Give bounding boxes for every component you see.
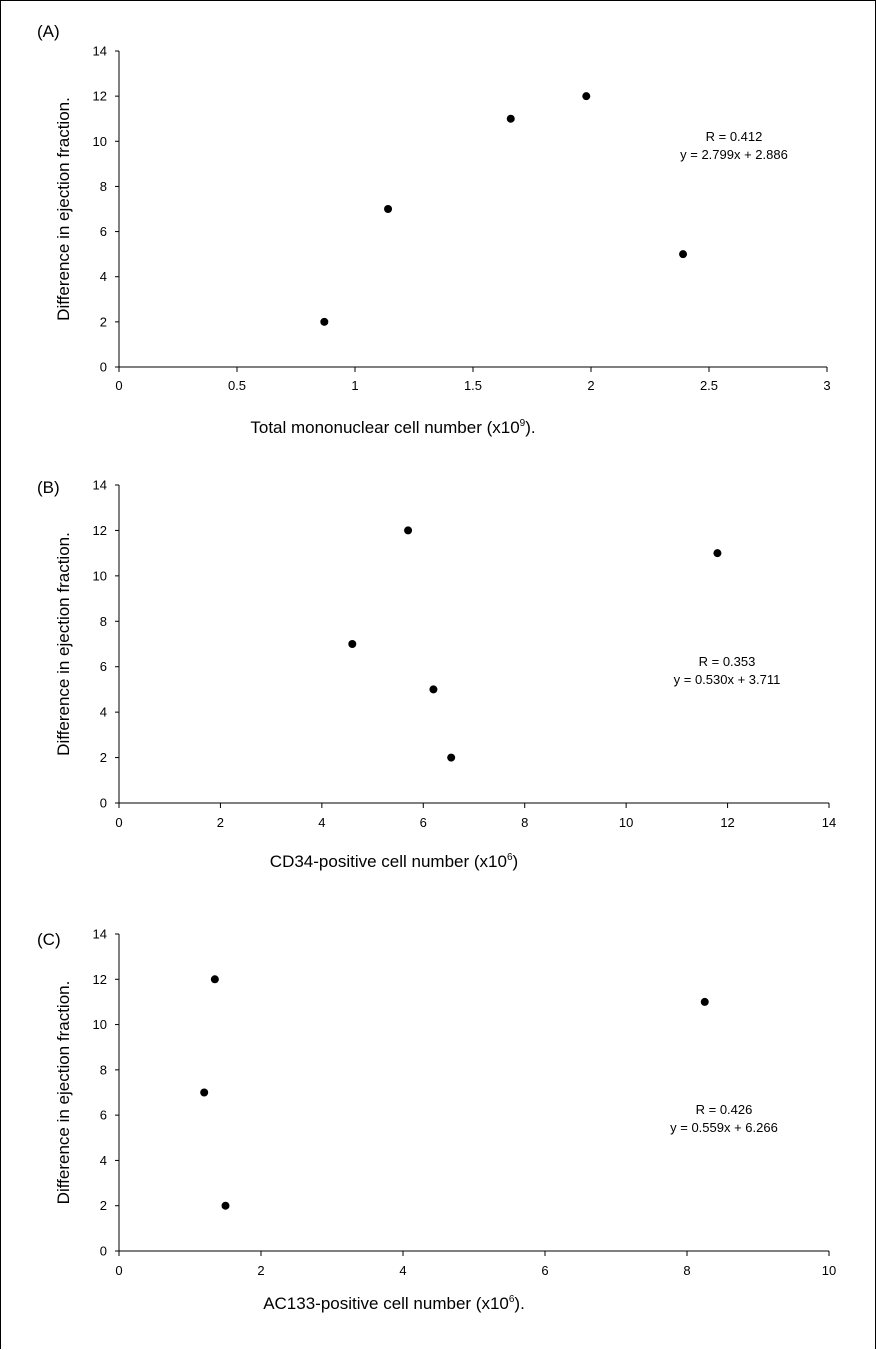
data-point [210, 975, 219, 984]
data-point [429, 685, 438, 694]
y-tick-label: 2 [100, 314, 107, 329]
y-axis-title: Difference in ejection fraction. [54, 97, 73, 321]
data-point [506, 114, 515, 123]
y-tick-label: 14 [93, 927, 107, 942]
y-tick-label: 8 [100, 1062, 107, 1077]
panel-a: (A) 0 2 4 6 8 10 12 14 0 0.5 1 1.5 2 2.5 3 R = 0.412 y = … [37, 22, 831, 437]
y-axis-title: Difference in ejection fraction. [54, 981, 73, 1205]
x-tick-label: 0.5 [228, 378, 246, 393]
y-tick-label: 10 [93, 134, 107, 149]
y-tick-label: 0 [100, 360, 107, 375]
y-tick-label: 2 [100, 750, 107, 765]
y-tick-label: 8 [100, 614, 107, 629]
x-tick-label: 12 [720, 815, 734, 830]
panel-b: (B) 0 2 4 6 8 10 12 14 0 2 4 6 8 10 12 14 R = 0.353 y = 0.… [37, 478, 836, 872]
data-point [404, 526, 413, 535]
x-tick-label: 0 [115, 378, 122, 393]
data-point [582, 92, 591, 101]
correlation-label: R = 0.426 [696, 1102, 753, 1117]
y-tick-label: 6 [100, 659, 107, 674]
data-point [679, 250, 688, 259]
x-tick-label: 2 [257, 1263, 264, 1278]
y-tick-label: 2 [100, 1198, 107, 1213]
data-point [447, 753, 456, 762]
x-tick-label: 6 [420, 815, 427, 830]
x-tick-label: 2 [587, 378, 594, 393]
x-tick-label: 6 [541, 1263, 548, 1278]
y-tick-label: 8 [100, 179, 107, 194]
y-tick-label: 14 [93, 478, 107, 493]
x-tick-label: 8 [683, 1263, 690, 1278]
x-axis-title: Total mononuclear cell number (x109). [250, 418, 535, 437]
correlation-label: R = 0.412 [706, 129, 763, 144]
panel-label: (C) [37, 930, 61, 949]
y-tick-label: 12 [93, 972, 107, 987]
data-point [700, 997, 709, 1006]
x-tick-label: 2.5 [700, 378, 718, 393]
correlation-label: R = 0.353 [699, 654, 756, 669]
data-point [200, 1088, 209, 1097]
y-tick-label: 4 [100, 269, 107, 284]
x-tick-label: 10 [822, 1263, 836, 1278]
x-tick-label: 0 [115, 815, 122, 830]
data-point [713, 549, 722, 558]
y-tick-label: 6 [100, 224, 107, 239]
data-point [221, 1201, 230, 1210]
data-point [320, 317, 329, 326]
y-tick-label: 0 [100, 796, 107, 811]
panel-label: (B) [37, 478, 60, 497]
regression-equation: y = 2.799x + 2.886 [680, 147, 788, 162]
data-point [384, 205, 393, 213]
data-point [348, 640, 357, 648]
x-tick-label: 4 [399, 1263, 406, 1278]
x-tick-label: 10 [619, 815, 633, 830]
y-tick-label: 12 [93, 89, 107, 104]
x-tick-label: 0 [115, 1263, 122, 1278]
y-tick-label: 4 [100, 705, 107, 720]
y-tick-label: 10 [93, 1017, 107, 1032]
x-tick-label: 4 [318, 815, 325, 830]
y-tick-label: 0 [100, 1244, 107, 1259]
y-tick-label: 14 [93, 44, 107, 59]
x-tick-label: 14 [822, 815, 836, 830]
x-axis-title: CD34-positive cell number (x106) [270, 852, 518, 871]
panel-label: (A) [37, 22, 60, 41]
y-tick-label: 10 [93, 568, 107, 583]
y-axis-title: Difference in ejection fraction. [54, 532, 73, 756]
panel-c: (C) 0 2 4 6 8 10 12 14 0 2 4 6 8 10 R = 0.426 y = 0.559x… [37, 927, 836, 1314]
y-tick-label: 12 [93, 523, 107, 538]
y-tick-label: 6 [100, 1108, 107, 1123]
x-tick-label: 2 [217, 815, 224, 830]
x-tick-label: 3 [823, 378, 830, 393]
x-axis-title: AC133-positive cell number (x106). [263, 1294, 525, 1313]
x-tick-label: 8 [521, 815, 528, 830]
x-tick-label: 1 [351, 378, 358, 393]
regression-equation: y = 0.530x + 3.711 [674, 672, 781, 687]
y-tick-label: 4 [100, 1153, 107, 1168]
x-tick-label: 1.5 [464, 378, 482, 393]
regression-equation: y = 0.559x + 6.266 [670, 1120, 778, 1135]
